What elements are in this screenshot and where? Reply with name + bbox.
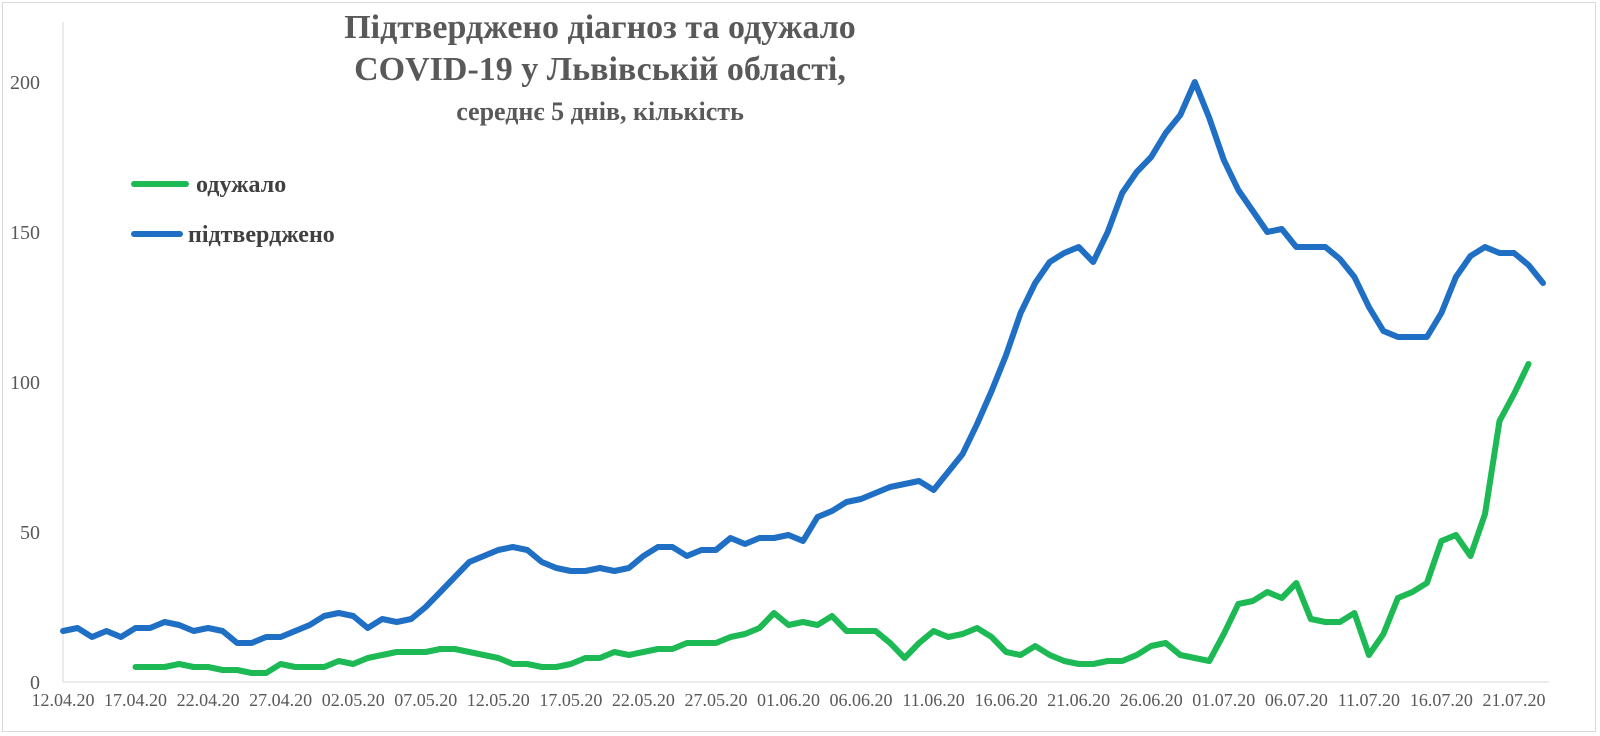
x-tick-label: 07.05.20: [394, 690, 457, 710]
y-tick-label: 100: [10, 372, 40, 394]
y-tick-label: 150: [10, 222, 40, 244]
x-tick-label: 27.05.20: [684, 690, 747, 710]
x-tick-label: 21.07.20: [1482, 690, 1545, 710]
x-tick-label: 16.06.20: [975, 690, 1038, 710]
y-tick-label: 50: [20, 522, 40, 544]
chart-subtitle: середнє 5 днів, кількість: [456, 97, 744, 126]
x-tick-label: 01.07.20: [1192, 690, 1255, 710]
x-tick-label: 22.05.20: [612, 690, 675, 710]
chart-title: Підтверджено діагноз та одужало COVID-19…: [344, 9, 856, 126]
axes: [62, 22, 1549, 683]
legend-item-confirmed: підтверджено: [131, 222, 335, 248]
series-layer: [60, 79, 1546, 676]
legend-label-confirmed: підтверджено: [188, 222, 335, 248]
legend: одужало підтверджено: [131, 172, 335, 248]
chart-title-line1: Підтверджено діагноз та одужало: [344, 9, 856, 46]
series-line-recovered: [132, 361, 1532, 676]
x-tick-label: 06.06.20: [830, 690, 893, 710]
x-tick-label: 16.07.20: [1410, 690, 1473, 710]
x-tick-label: 26.06.20: [1120, 690, 1183, 710]
legend-label-recovered: одужало: [196, 172, 286, 198]
x-tick-label: 06.07.20: [1265, 690, 1328, 710]
y-tick-label: 200: [10, 72, 40, 94]
x-tick-label: 12.04.20: [32, 690, 95, 710]
x-tick-label: 01.06.20: [757, 690, 820, 710]
chart-title-line2: COVID-19 у Львівській області,: [354, 51, 846, 88]
x-tick-labels: 12.04.20 17.04.20 22.04.20 27.04.20 02.05.20…: [32, 690, 1546, 710]
legend-item-recovered: одужало: [131, 172, 286, 198]
x-tick-label: 11.06.20: [902, 690, 964, 710]
x-tick-label: 17.04.20: [104, 690, 167, 710]
x-tick-label: 22.04.20: [177, 690, 240, 710]
x-tick-label: 12.05.20: [467, 690, 530, 710]
series-line-confirmed: [60, 79, 1546, 646]
x-tick-label: 17.05.20: [539, 690, 602, 710]
x-tick-label: 02.05.20: [322, 690, 385, 710]
x-tick-label: 11.07.20: [1338, 690, 1400, 710]
x-tick-label: 27.04.20: [249, 690, 312, 710]
y-tick-label: 0: [30, 672, 40, 694]
y-tick-labels: 0 50 100 150 200: [10, 72, 40, 694]
x-tick-label: 21.06.20: [1047, 690, 1110, 710]
